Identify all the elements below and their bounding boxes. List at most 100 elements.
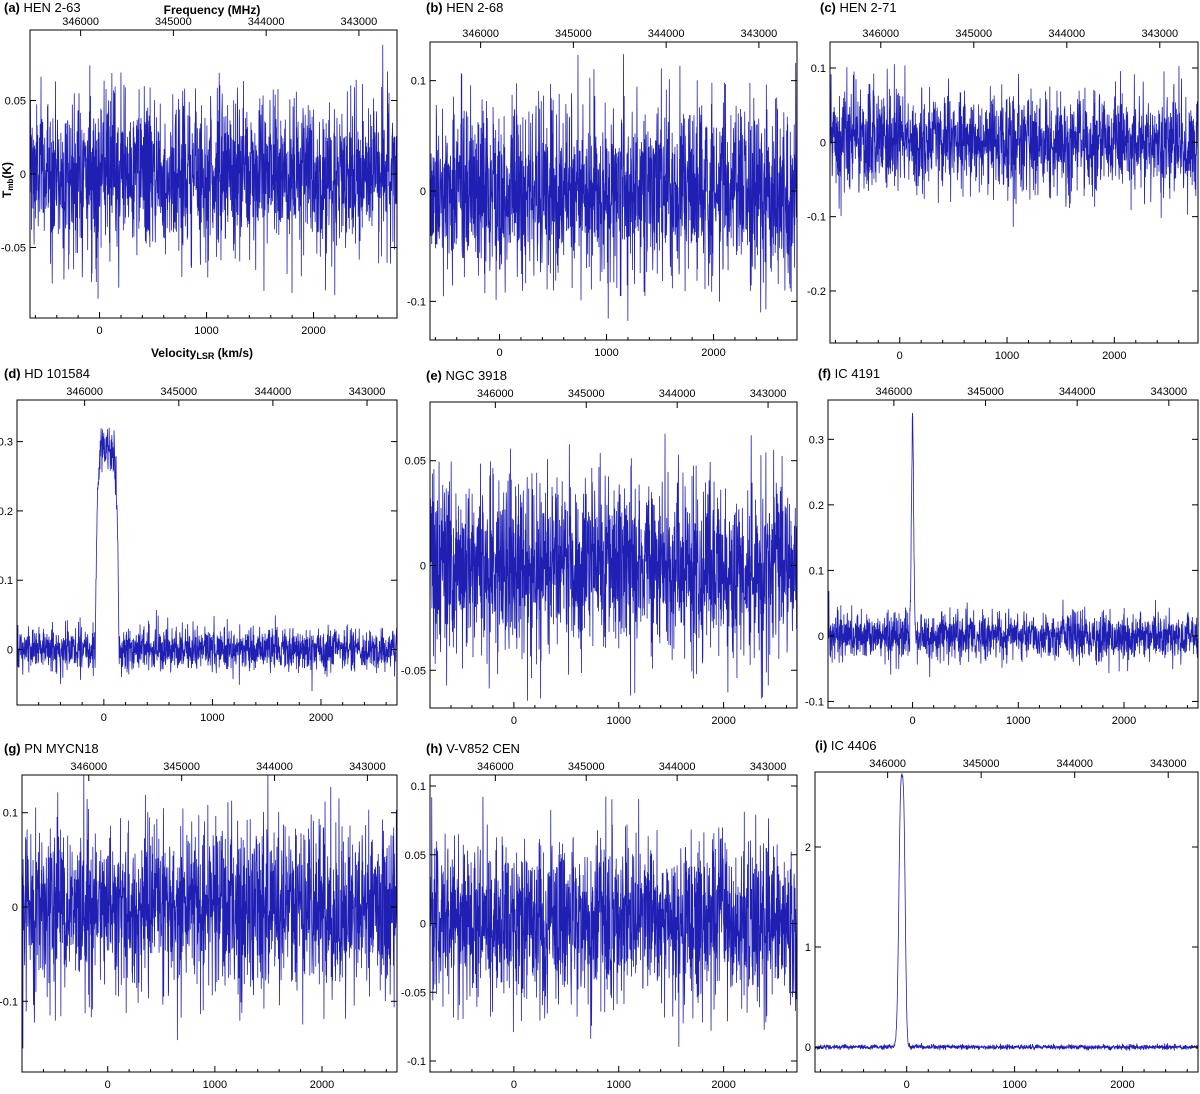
frequency-axis-title: Frequency (MHz): [164, 3, 261, 17]
panel-letter: (e): [426, 368, 442, 383]
temperature-tick-label: 0: [805, 1042, 811, 1054]
frequency-tick-label: 345000: [163, 761, 200, 773]
frequency-tick-label: 346000: [477, 388, 514, 400]
plot-frame: [829, 41, 1199, 344]
plot-frame: [429, 401, 798, 709]
velocity-tick-label: 0: [897, 350, 903, 362]
spectrum-panel: 0 1000 2000 346000 345000 344000 343000 0 1 2 (i) …: [805, 738, 1199, 1091]
spectrum-line: [828, 412, 1198, 678]
temperature-tick-label: -0.1: [805, 696, 824, 708]
spectrum-panel: 0 1000 2000 346000 345000 344000 343000 -0.1 0 0.…: [0, 741, 398, 1091]
velocity-tick-label: 1000: [200, 712, 224, 724]
panel-letter: (c): [820, 0, 836, 15]
shared-axis-titles: Frequency (MHz) VelocityLSR (km/s) Tmb(K…: [0, 3, 260, 361]
temperature-tick-label: 2: [805, 842, 811, 854]
temperature-tick-label: 0.05: [405, 456, 426, 468]
velocity-tick-label: 1000: [1002, 1079, 1026, 1091]
frequency-tick-label: 344000: [1048, 28, 1085, 40]
frequency-tick-label: 346000: [862, 28, 899, 40]
frequency-tick-label: 343000: [341, 16, 378, 28]
temperature-tick-label: 0.05: [405, 850, 426, 862]
velocity-tick-label: 2000: [1102, 350, 1126, 362]
velocity-tick-label: 1000: [607, 1079, 631, 1091]
temperature-tick-label: 0.2: [0, 506, 13, 518]
plot-frame: [16, 399, 398, 706]
spectrum-line: [17, 427, 397, 692]
velocity-tick-label: 0: [101, 712, 107, 724]
spectrum-panel: 0 1000 2000 346000 345000 344000 343000 -0.1 0 0.…: [407, 0, 798, 359]
panel-source-name: IC 4406: [827, 738, 876, 753]
frequency-tick-label: 343000: [750, 388, 787, 400]
frequency-tick-label: 346000: [477, 761, 514, 773]
temperature-tick-label: 0.1: [811, 63, 826, 75]
temperature-tick-label: 0: [7, 645, 13, 657]
frequency-tick-label: 346000: [869, 758, 906, 770]
panel-title: (e) NGC 3918: [426, 368, 507, 383]
frequency-tick-label: 343000: [750, 761, 787, 773]
temperature-tick-label: 0.05: [5, 96, 26, 108]
spectrum-panel: 0 1000 2000 346000 345000 344000 343000 -0.2 -0.…: [807, 0, 1199, 362]
spectrum-line: [815, 773, 1198, 1051]
frequency-tick-label: 344000: [648, 28, 685, 40]
spectrum-line: [430, 54, 797, 321]
panel-letter: (g): [4, 741, 21, 756]
velocity-tick-label: 2000: [711, 1079, 735, 1091]
velocity-tick-label: 2000: [1110, 1079, 1134, 1091]
velocity-axis-title: VelocityLSR (km/s): [151, 346, 253, 361]
frequency-tick-label: 346000: [462, 28, 499, 40]
panel-letter: (i): [815, 738, 827, 753]
temperature-tick-label: 0.3: [809, 434, 824, 446]
temperature-tick-label: -0.05: [401, 665, 426, 677]
panel-letter: (d): [4, 366, 21, 381]
velocity-tick-label: 2000: [301, 325, 325, 337]
spectrum-line: [430, 433, 797, 701]
velocity-tick-label: 2000: [309, 712, 333, 724]
spectrum-line: [430, 796, 797, 1047]
frequency-tick-label: 345000: [155, 16, 192, 28]
spectrum-panel: 0 1000 2000 346000 345000 344000 343000 -0.05 0 0…: [401, 368, 798, 727]
velocity-tick-label: 0: [496, 347, 502, 359]
panel-source-name: NGC 3918: [442, 368, 507, 383]
temperature-tick-label: -0.1: [407, 1056, 426, 1068]
temperature-tick-label: -0.05: [401, 987, 426, 999]
panel-letter: (b): [426, 0, 443, 15]
frequency-tick-label: 344000: [1056, 758, 1093, 770]
velocity-tick-label: 1000: [607, 715, 631, 727]
temperature-tick-label: 0: [20, 169, 26, 181]
plot-frame: [21, 774, 398, 1073]
panel-source-name: IC 4191: [831, 366, 880, 381]
temperature-tick-label: -0.1: [0, 996, 18, 1008]
velocity-tick-label: 0: [910, 715, 916, 727]
frequency-tick-label: 344000: [255, 386, 292, 398]
panel-source-name: HD 101584: [21, 366, 90, 381]
temperature-tick-label: -0.2: [807, 286, 826, 298]
frequency-tick-label: 343000: [349, 761, 386, 773]
plot-frame: [827, 399, 1199, 709]
frequency-tick-label: 345000: [963, 758, 1000, 770]
velocity-tick-label: 1000: [1006, 715, 1030, 727]
velocity-tick-label: 2000: [310, 1079, 334, 1091]
panel-letter: (h): [426, 741, 443, 756]
temperature-tick-label: 0: [820, 137, 826, 149]
panel-title: (i) IC 4406: [815, 738, 876, 753]
frequency-tick-label: 345000: [568, 761, 605, 773]
spectrum-panel: 0 1000 2000 346000 345000 344000 343000 -0.1 -0.…: [401, 741, 798, 1091]
spectrum-panel: 0 1000 2000 346000 345000 344000 343000 -0.05 0 0…: [1, 0, 398, 337]
frequency-tick-label: 344000: [659, 388, 696, 400]
velocity-tick-label: 1000: [203, 1079, 227, 1091]
panel-title: (d) HD 101584: [4, 366, 90, 381]
panel-title: (b) HEN 2-68: [426, 0, 503, 15]
panel-title: (h) V-V852 CEN: [426, 741, 520, 756]
frequency-tick-label: 343000: [1141, 28, 1178, 40]
velocity-tick-label: 2000: [701, 347, 725, 359]
frequency-tick-label: 346000: [70, 761, 107, 773]
spectrum-line: [830, 64, 1198, 227]
spectrum-line: [22, 775, 397, 1049]
temperature-tick-label: -0.1: [807, 212, 826, 224]
spectrum-panel: 0 1000 2000 346000 345000 344000 343000 -0.1 0 0.…: [805, 366, 1199, 727]
panel-title: (g) PN MYCN18: [4, 741, 99, 756]
temperature-axis-title: Tmb(K): [0, 162, 15, 198]
frequency-tick-label: 345000: [568, 388, 605, 400]
